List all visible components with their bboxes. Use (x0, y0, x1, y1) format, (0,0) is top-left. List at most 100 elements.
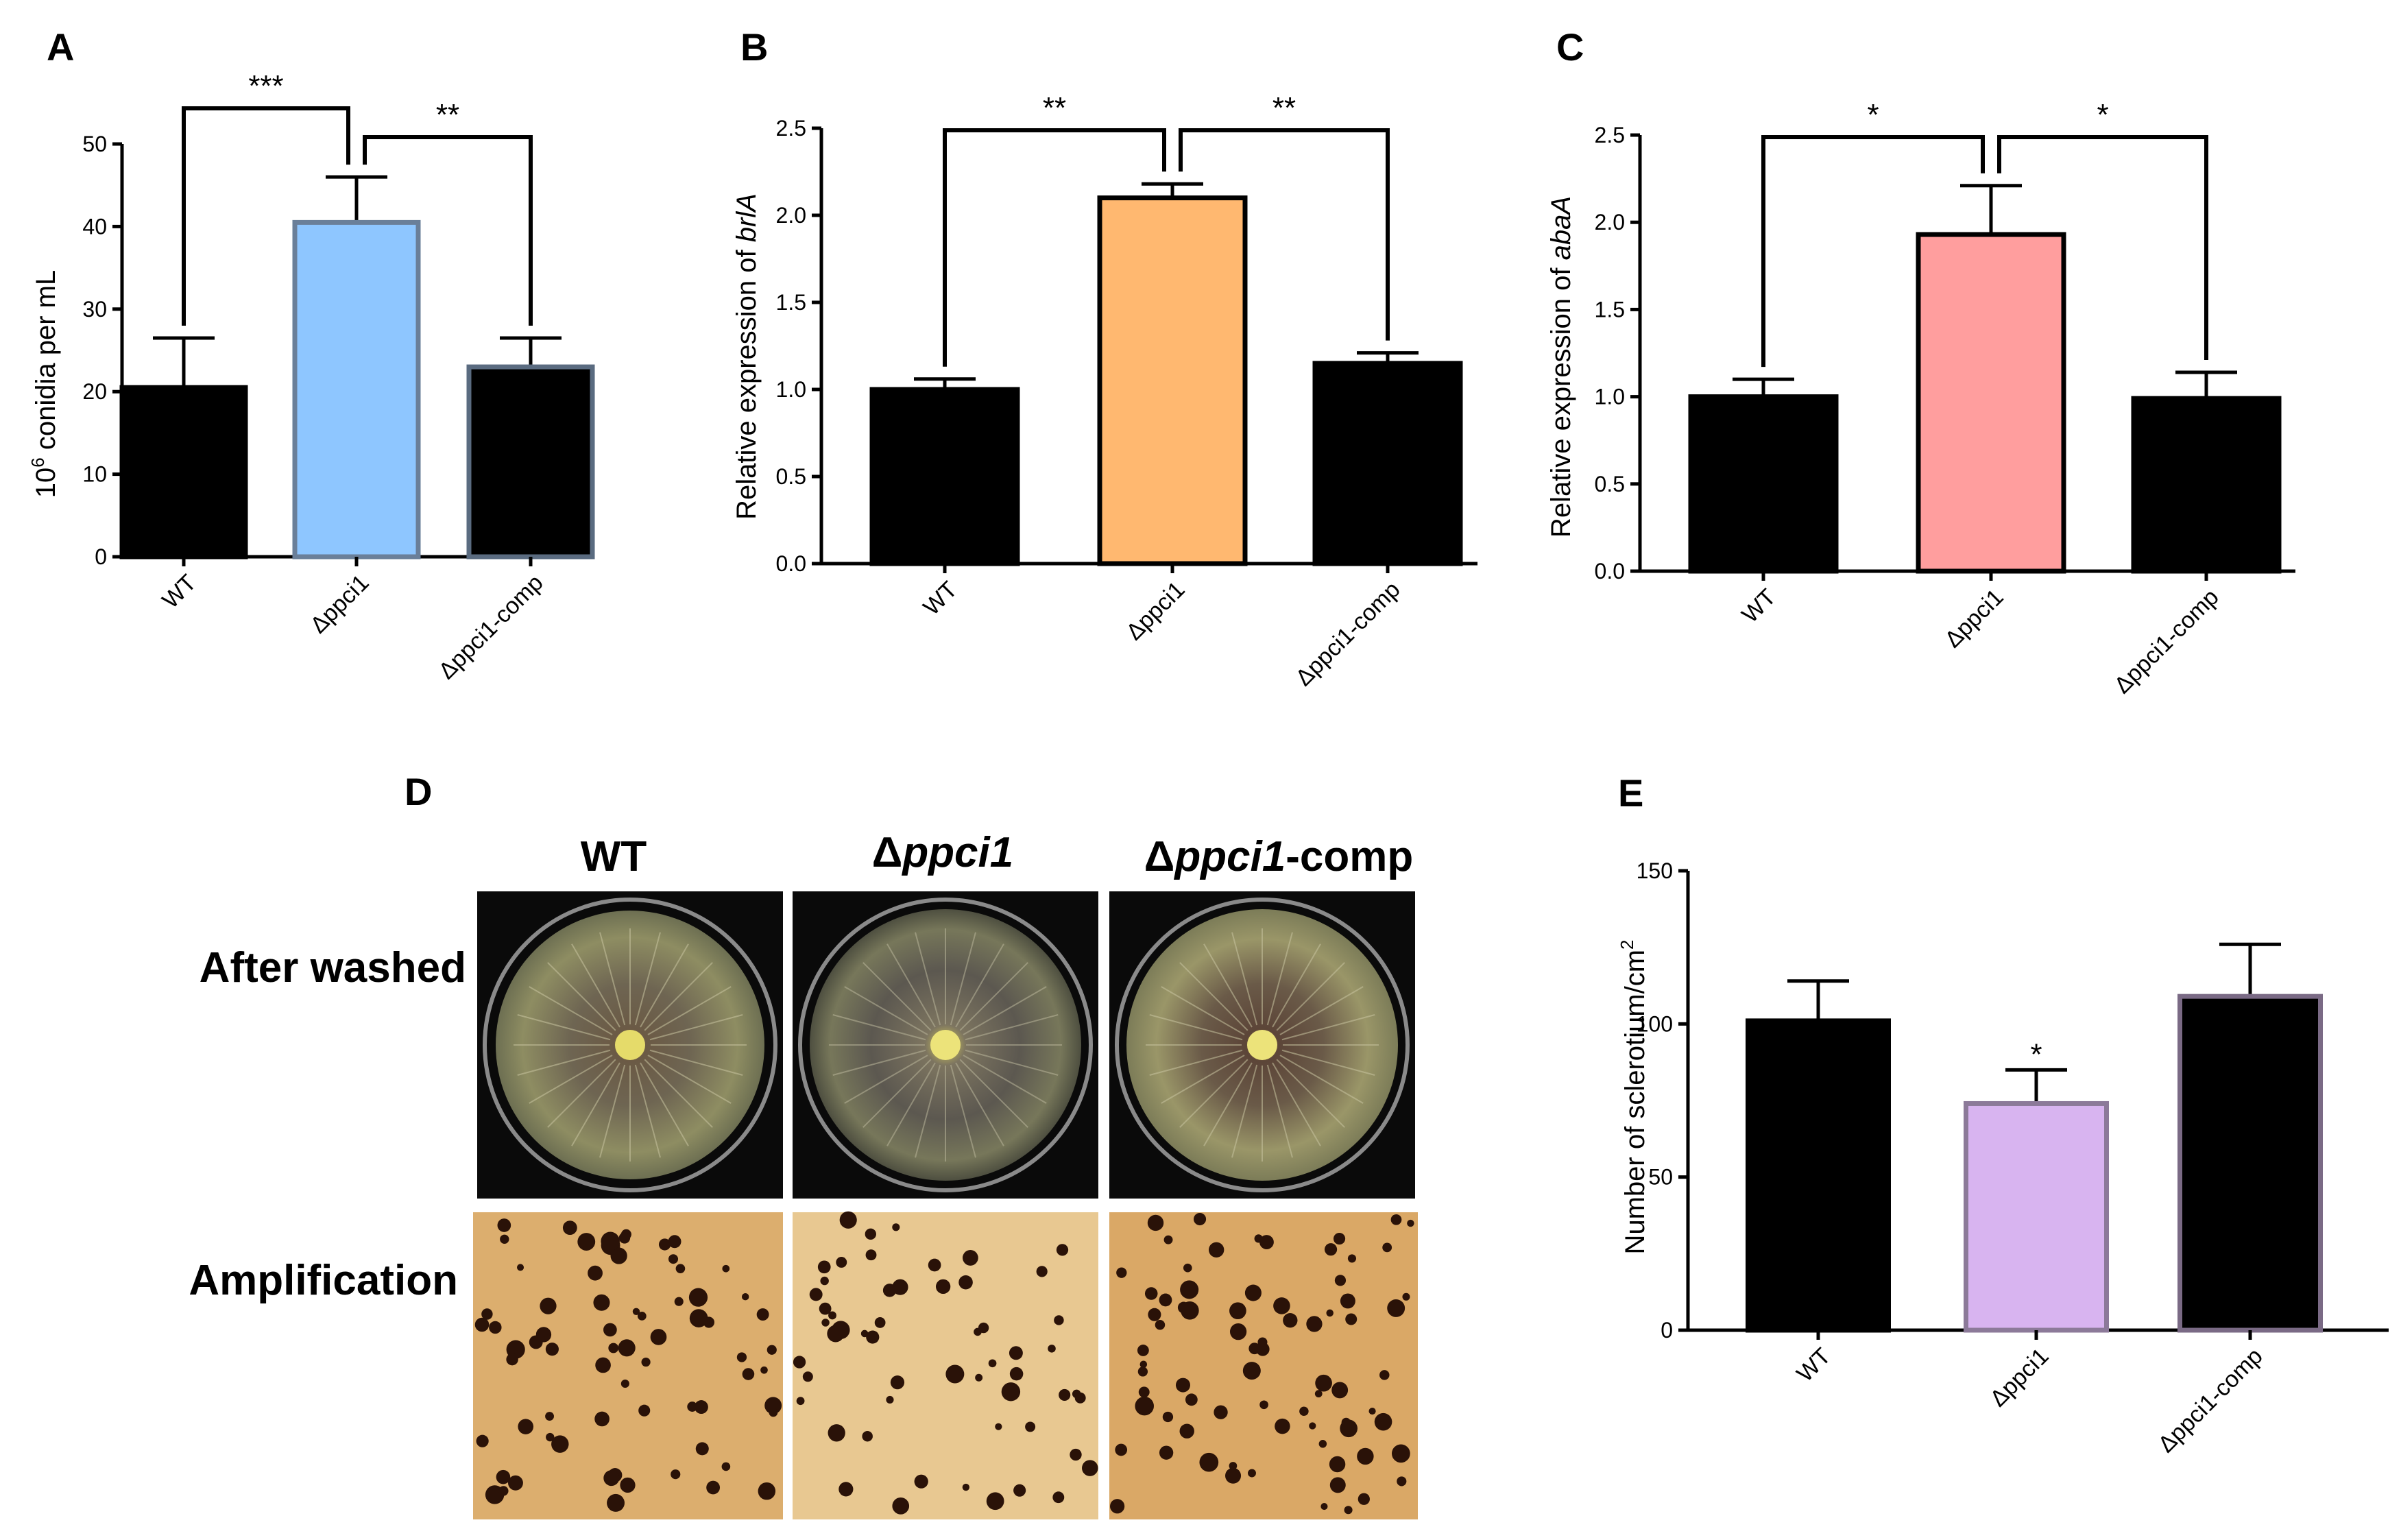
hyphae-streak (1231, 1064, 1258, 1158)
bar-a-1 (119, 385, 248, 560)
sclerotium-dot (1340, 1419, 1358, 1438)
sclerotium-dot (1115, 1443, 1128, 1456)
significance-bracket-a (363, 135, 533, 326)
sclerotium-dot (1259, 1235, 1274, 1249)
y-tick-label-c: 0.5 (1595, 472, 1625, 496)
sclerotium-dot (551, 1435, 569, 1453)
sclerotium-dot (518, 1419, 533, 1434)
y-tick-label-b: 0.5 (776, 464, 806, 489)
sclerotium-dot (608, 1343, 619, 1353)
hyphae-streak (886, 1062, 936, 1146)
panel-b-bar-chart: B Relative expression of brlA 0.0 0.5 1.0 1… (732, 25, 1477, 691)
sclerotium-dot (890, 1375, 905, 1390)
sclerotium-dot (1009, 1367, 1024, 1381)
sclerotium-dot (892, 1223, 900, 1231)
sclerotium-dot (618, 1339, 636, 1357)
hyphae-streak (959, 1059, 1028, 1128)
sclerotium-dot (593, 1294, 610, 1311)
sclerotium-dot (1082, 1460, 1098, 1476)
bar-e-2 (1964, 1100, 2109, 1333)
sclerotium-dot (1345, 1313, 1358, 1325)
category-label-b: Δppci1 (1121, 577, 1190, 645)
sclerotium-dot (742, 1368, 755, 1380)
sclerotium-dot (756, 1308, 769, 1321)
sclerotium-dot (1347, 1254, 1357, 1263)
sclerotium-dot (540, 1297, 557, 1314)
hyphae-streak (1281, 1014, 1375, 1041)
significance-label-c: * (1867, 98, 1879, 132)
sclerotium-dot (820, 1276, 829, 1286)
sclerotium-dot (594, 1411, 610, 1427)
sclerotium-dot (736, 1352, 747, 1362)
sclerotium-dot (1229, 1302, 1246, 1320)
panel-letter-c: C (1556, 25, 1584, 69)
sclerotium-dot (828, 1311, 836, 1320)
category-label-c: WT (1737, 584, 1781, 628)
sclerotium-dot (1315, 1374, 1332, 1392)
bar-b-2 (1097, 195, 1248, 566)
hyphae-streak (647, 1055, 732, 1104)
sclerotium-dot (535, 1327, 552, 1343)
hyphae-streak (963, 986, 1047, 1035)
panel-c-bar-chart: C Relative expression of abaA 0.0 0.5 1.0 1… (1546, 25, 2295, 699)
y-tick-label-a: 20 (82, 379, 107, 404)
sclerotium-dot (958, 1275, 973, 1290)
sclerotium-dot (1001, 1382, 1021, 1401)
sclerotium-dot (1329, 1477, 1346, 1493)
sclerotium-dot (671, 1469, 681, 1480)
sclerotium-dot (603, 1470, 620, 1487)
hyphae-streak (547, 962, 616, 1031)
hyphae-streak (599, 1064, 626, 1158)
sclerotium-dot (607, 1493, 625, 1512)
hyphae-streak (644, 962, 713, 1031)
sclerotium-dot (886, 1395, 894, 1404)
sclerotium-dot (1110, 1499, 1125, 1514)
hyphae-streak (599, 932, 626, 1026)
sclerotium-dot (831, 1321, 850, 1339)
sclerotium-dot (1368, 1408, 1376, 1415)
sclerotium-dot (1180, 1280, 1199, 1299)
panel-e-bar-chart: E Number of sclerotium/cm2 0 50 100 150 WT Δp… (1617, 771, 2389, 1458)
sclerotium-dot (764, 1397, 782, 1415)
sclerotium-dot (1324, 1243, 1338, 1256)
sclerotium-dot (688, 1288, 708, 1307)
sclerotium-dot (821, 1319, 830, 1327)
y-tick-label-c: 2.5 (1595, 123, 1625, 147)
sclerotium-dot (695, 1442, 709, 1456)
hyphae-streak (915, 1064, 941, 1158)
sclerotium-dot (500, 1234, 509, 1244)
sclerotium-dot (986, 1492, 1004, 1511)
y-tick-label-c: 1.5 (1595, 297, 1625, 322)
sclerotium-dot (1397, 1476, 1407, 1487)
y-tick-label-e: 50 (1648, 1165, 1673, 1190)
sclerotium-dot (517, 1264, 524, 1271)
sclerotium-dot (767, 1345, 777, 1355)
sclerotium-dot (819, 1302, 832, 1315)
hyphae-streak (1266, 932, 1293, 1026)
sclerotium-dot (1306, 1316, 1323, 1332)
sclerotium-dot (1072, 1389, 1081, 1399)
sclerotium-dot (988, 1359, 997, 1368)
sclerotium-dot (618, 1232, 631, 1244)
sclerotium-dot (1214, 1405, 1228, 1419)
sclerotium-dot (1326, 1309, 1334, 1317)
svg-text:Relative expression of abaA: Relative expression of abaA (1546, 196, 1576, 538)
row-label-amplification: Amplification (189, 1257, 458, 1304)
hyphae-streak (965, 1049, 1059, 1076)
category-label-e: WT (1791, 1343, 1835, 1387)
sclerotium-dot (1175, 1377, 1190, 1393)
sclerotium-dot (1391, 1444, 1410, 1463)
hyphae-streak (529, 1055, 613, 1104)
hyphae-streak (832, 1014, 926, 1041)
hyphae-streak (1179, 962, 1248, 1031)
hyphae-streak (1276, 962, 1345, 1031)
sclerotium-dot (1116, 1267, 1127, 1278)
hyphae-streak (547, 1059, 616, 1128)
hyphae-streak (1203, 1062, 1253, 1146)
sclerotium-dot (668, 1235, 681, 1249)
sclerotium-dot (1331, 1382, 1349, 1399)
sclerotium-dot (862, 1430, 873, 1442)
hyphae-streak (965, 1014, 1059, 1041)
column-label-ppci1-comp: Δppci1-comp (1144, 833, 1414, 880)
hyphae-streak (644, 1059, 713, 1128)
